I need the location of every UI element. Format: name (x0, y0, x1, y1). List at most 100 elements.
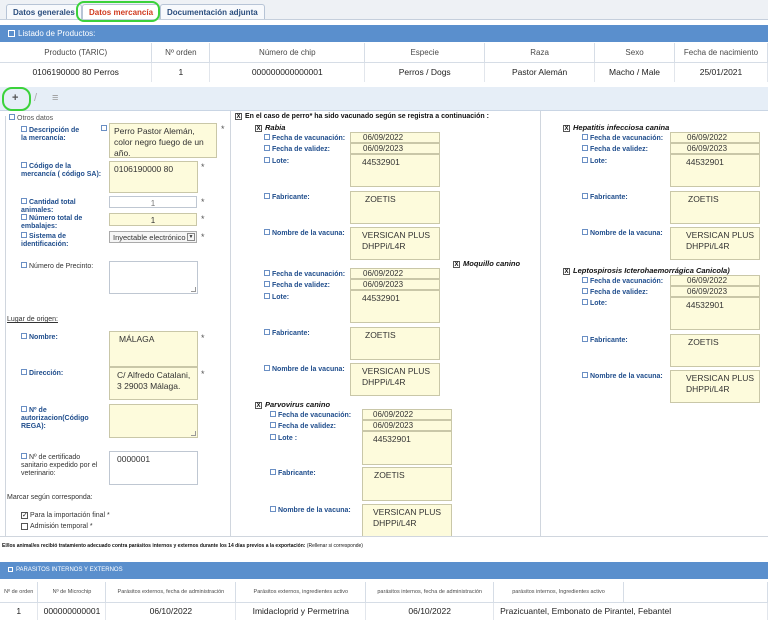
cantidad-field[interactable]: 1 (109, 196, 197, 208)
lote-field[interactable]: 44532901 (350, 290, 440, 323)
col-ext-ingred[interactable]: Parásitos externos, ingredientes activo (235, 582, 367, 603)
cell: 06/10/2022 (105, 602, 237, 620)
add-button[interactable]: + (12, 92, 19, 104)
lote-field[interactable]: 44532901 (350, 154, 440, 187)
fabricante-field[interactable]: ZOETIS (350, 191, 440, 224)
precinto-field[interactable] (109, 261, 198, 294)
cell: 06/10/2022 (365, 602, 495, 620)
nombre-vac-label: Nombre de la vacuna: (582, 229, 663, 238)
tab-documentacion-adjunta[interactable]: Documentación adjunta (160, 4, 265, 19)
lote-field[interactable]: 44532901 (362, 431, 452, 465)
nombre-vac-field[interactable]: VERSICAN PLUS DHPPi/L4R (670, 370, 760, 403)
chevron-down-icon[interactable]: ▼ (187, 233, 195, 241)
table-row[interactable]: 1 000000000001 06/10/2022 Imidacloprid y… (0, 602, 768, 620)
fecha-val-field[interactable]: 06/09/2023 (670, 286, 760, 297)
check-icon[interactable]: X (453, 261, 460, 268)
divider (0, 536, 768, 537)
table-row[interactable]: 0106190000 80 Perros 1 000000000000001 P… (0, 62, 768, 82)
fabricante-field[interactable]: ZOETIS (670, 191, 760, 224)
fecha-vac-field[interactable]: 06/09/2022 (670, 275, 760, 286)
highlight-ring (76, 1, 160, 22)
rabia-title: X Rabia (255, 123, 286, 132)
required-star: * (201, 197, 205, 207)
help-icon[interactable] (21, 162, 27, 168)
cell: 000000000001 (37, 602, 107, 620)
check-icon[interactable]: X (563, 268, 570, 275)
fabricante-field[interactable]: ZOETIS (350, 327, 440, 360)
certificado-field[interactable]: 0000001 (109, 451, 198, 485)
col-raza[interactable]: Raza (484, 43, 596, 63)
fecha-val-field[interactable]: 06/09/2023 (362, 420, 452, 431)
products-table: Producto (TARIC) Nº orden Número de chip… (0, 43, 768, 82)
col-int-ingred[interactable]: parásitos internos, Ingredientes activo (493, 582, 625, 603)
help-icon[interactable] (21, 369, 27, 375)
col-chip[interactable]: Número de chip (209, 43, 366, 63)
check-icon[interactable]: X (235, 113, 242, 120)
list-icon[interactable]: ≡ (52, 92, 59, 104)
nombre-vac-field[interactable]: VERSICAN PLUS DHPPi/L4R (350, 227, 440, 260)
fecha-val-field[interactable]: 06/09/2023 (350, 279, 440, 290)
embalajes-stepper[interactable]: 1 (109, 213, 197, 226)
col-int-fecha[interactable]: parásitos internos, fecha de administrac… (365, 582, 495, 603)
fabricante-field[interactable]: ZOETIS (670, 334, 760, 367)
sistema-select[interactable]: Inyectable electrónico ▼ (109, 231, 197, 243)
help-icon[interactable] (21, 262, 27, 268)
col-sexo[interactable]: Sexo (594, 43, 675, 63)
marcar-label: Marcar según corresponda: (7, 494, 93, 501)
nombre-field[interactable]: MÁLAGA (109, 331, 198, 367)
direccion-field[interactable]: C/ Alfredo Catalani, 3 29003 Málaga. (109, 367, 198, 400)
check-icon[interactable]: X (563, 125, 570, 132)
help-icon[interactable] (21, 198, 27, 204)
required-star: * (221, 124, 225, 134)
fecha-vac-field[interactable]: 06/09/2022 (670, 132, 760, 143)
help-icon[interactable] (21, 232, 27, 238)
importacion-checkbox[interactable]: ✓ (21, 512, 28, 519)
tab-datos-generales[interactable]: Datos generales (6, 4, 82, 19)
rega-field[interactable] (109, 404, 198, 438)
collapse-icon[interactable] (8, 30, 15, 37)
admision-checkbox[interactable] (21, 523, 28, 530)
fecha-val-label: Fecha de validez: (264, 145, 330, 154)
required-star: * (201, 162, 205, 172)
fecha-val-field[interactable]: 06/09/2023 (670, 143, 760, 154)
nombre-vac-field[interactable]: VERSICAN PLUS DHPPi/L4R (350, 363, 440, 396)
lote-field[interactable]: 44532901 (670, 297, 760, 330)
col-microchip[interactable]: Nº de Microchip (37, 582, 107, 603)
fabricante-label: Fabricante: (264, 329, 310, 338)
lepto-title: X Leptospirosis Icterohaemorrágica Canico… (563, 266, 730, 275)
collapse-icon[interactable] (9, 114, 15, 120)
codigo-label: Código de la mercancía ( código SA): (21, 162, 102, 178)
fecha-vac-field[interactable]: 06/09/2022 (350, 132, 440, 143)
help-icon[interactable] (21, 453, 27, 459)
nombre-vac-field[interactable]: VERSICAN PLUS DHPPi/L4R (670, 227, 760, 260)
col-producto[interactable]: Producto (TARIC) (0, 43, 153, 63)
nombre-vac-field[interactable]: VERSICAN PLUS DHPPi/L4R (362, 504, 452, 537)
col-especie[interactable]: Especie (364, 43, 486, 63)
collapse-icon[interactable] (8, 567, 13, 572)
help-icon[interactable] (21, 214, 27, 220)
fecha-vac-field[interactable]: 06/09/2022 (350, 268, 440, 279)
fabricante-label: Fabricante: (264, 193, 310, 202)
codigo-field[interactable]: 0106190000 80 (109, 161, 198, 193)
check-icon[interactable]: X (255, 125, 262, 132)
products-header: Listado de Productos: (0, 25, 768, 42)
col-ext-fecha[interactable]: Parásitos externos, fecha de administrac… (105, 582, 237, 603)
descripcion-field[interactable]: Perro Pastor Alemán, color negro fuego d… (109, 123, 217, 158)
fecha-val-label: Fecha de validez: (582, 145, 648, 154)
fecha-val-field[interactable]: 06/09/2023 (350, 143, 440, 154)
help-icon[interactable] (21, 333, 27, 339)
fecha-vac-field[interactable]: 06/09/2022 (362, 409, 452, 420)
col-fecha[interactable]: Fecha de nacimiento (674, 43, 768, 63)
fabricante-field[interactable]: ZOETIS (362, 467, 452, 501)
parasit-title: PARASITOS INTERNOS Y EXTERNOS (16, 567, 123, 573)
lote-label: Lote: (582, 299, 607, 308)
help-icon[interactable] (21, 406, 27, 412)
check-icon[interactable]: X (255, 402, 262, 409)
parasit-header: PARASITOS INTERNOS Y EXTERNOS (0, 562, 768, 579)
help-icon[interactable] (101, 125, 107, 131)
help-icon[interactable] (21, 126, 27, 132)
col-orden[interactable]: Nº orden (151, 43, 211, 63)
col-orden[interactable]: Nº de orden (0, 582, 39, 603)
lote-field[interactable]: 44532901 (670, 154, 760, 187)
fecha-vac-label: Fecha de vacunación: (582, 134, 663, 143)
